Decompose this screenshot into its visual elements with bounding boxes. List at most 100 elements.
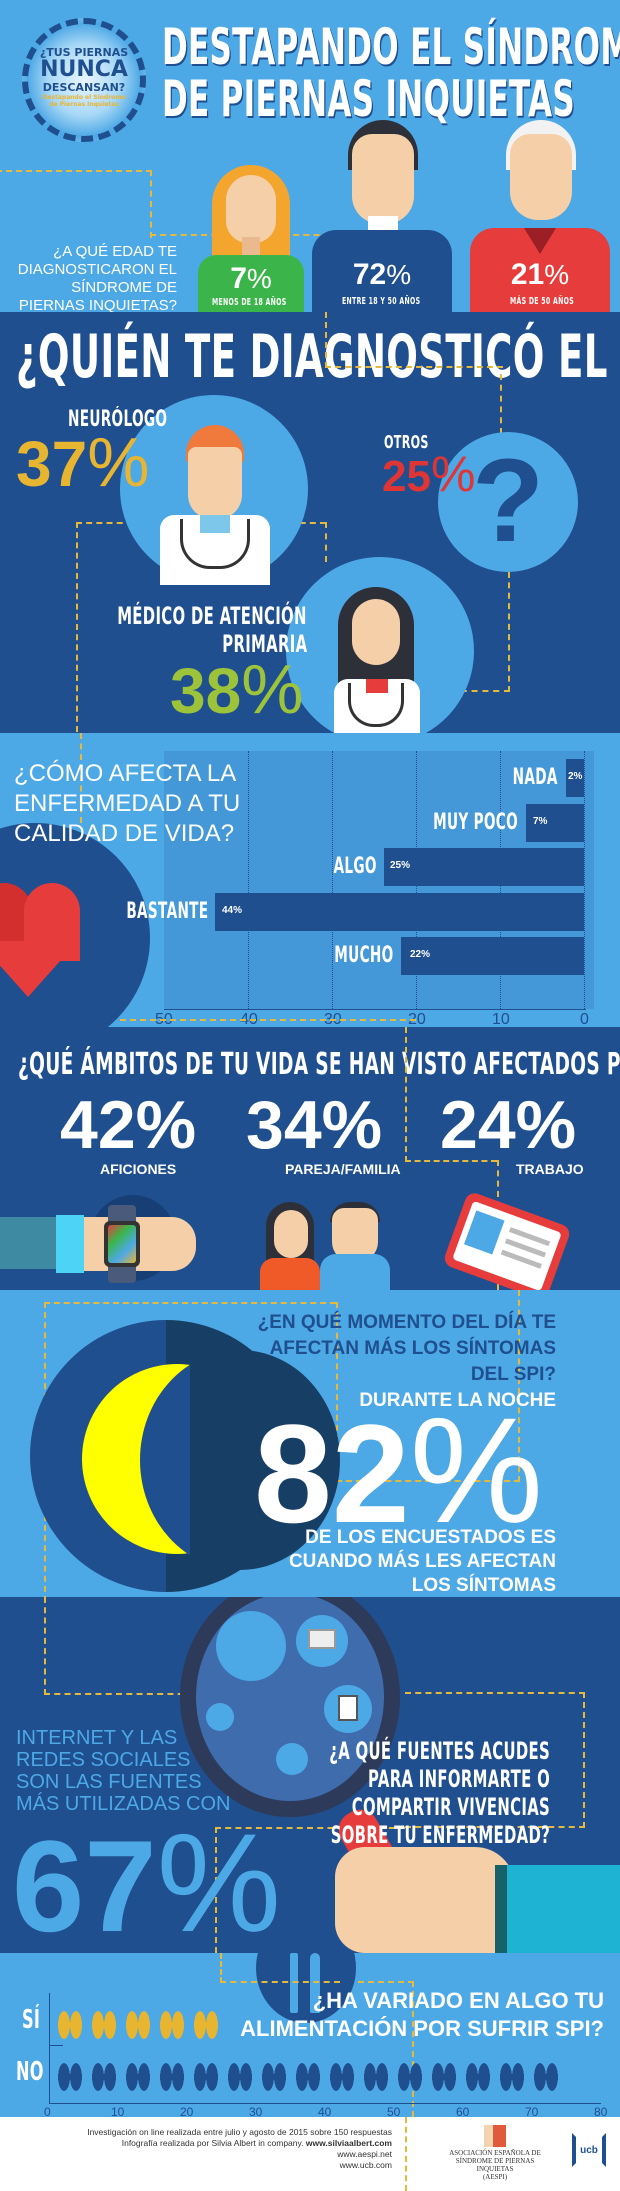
footprint-icon — [328, 2055, 356, 2091]
aespi-link[interactable]: www.aespi.net — [337, 2149, 392, 2159]
heart-icon — [0, 883, 80, 997]
main-title-line1: DESTAPANDO EL SÍNDROME — [162, 18, 620, 76]
x-tick: 10 — [111, 2105, 125, 2117]
face-icon — [226, 175, 276, 243]
dashed-path — [358, 1981, 414, 1983]
food-section: ¿HA VARIADO EN ALGO TU ALIMENTACIÓN POR … — [0, 1953, 620, 2117]
silviaalbert-link[interactable]: www.silviaalbert.com — [305, 2138, 392, 2148]
dashed-path — [412, 1981, 414, 2117]
dashed-path — [220, 1953, 340, 1983]
footprint-icon — [294, 2055, 322, 2091]
area-hobbies-label: AFICIONES — [100, 1161, 177, 1177]
bar-label: NADA — [512, 765, 558, 790]
dashed-path — [500, 374, 502, 434]
time-question: ¿EN QUÉ MOMENTO DEL DÍA TE AFECTAN MÁS L… — [257, 1312, 556, 1385]
footprint-icon — [532, 2055, 560, 2091]
dashed-path — [80, 733, 82, 823]
dashed-path — [405, 1160, 497, 1162]
dashed-path — [405, 2117, 407, 2191]
footprint-icon — [158, 2003, 186, 2039]
chat-icon — [206, 1703, 234, 1731]
under-18-label: MENOS DE 18 AÑOS — [212, 297, 287, 308]
diagnosis-section: ¿QUIÉN TE DIAGNOSTICÓ EL SPI? NEURÓLOGO … — [0, 312, 620, 733]
bar-label: MUCHO — [334, 943, 394, 968]
footprint-icon — [396, 2055, 424, 2091]
footer: Investigación on line realizada entre ju… — [0, 2117, 620, 2191]
area-family-value: 34% — [246, 1087, 383, 1163]
question-mark-icon: ? — [471, 435, 545, 567]
bar-value: 7% — [533, 816, 548, 827]
heart-circle — [0, 823, 150, 1027]
ucb-link[interactable]: www.ucb.com — [339, 2160, 392, 2170]
footprint-icon — [56, 2055, 84, 2091]
area-hobbies-value: 42% — [60, 1087, 197, 1163]
bar-muy-poco — [526, 804, 584, 842]
x-tick: 10 — [492, 1011, 510, 1027]
area-work-label: TRABAJO — [516, 1161, 584, 1177]
areas-title: ¿QUÉ ÁMBITOS DE TU VIDA SE HAN VISTO AFE… — [18, 1047, 620, 1082]
stethoscope-icon — [180, 519, 250, 569]
dashed-path — [405, 1692, 585, 1828]
primary-care-label-2: PRIMARIA — [221, 630, 307, 658]
moon-circle — [30, 1320, 340, 1592]
bar-nada — [566, 759, 584, 797]
face-icon — [352, 134, 414, 224]
sources-section: INTERNET Y LAS REDES SOCIALES SON LAS FU… — [0, 1597, 620, 1953]
aespi-logo: ASOCIACIÓN ESPAÑOLA DE SÍNDROME DE PIERN… — [440, 2125, 550, 2181]
bar-algo — [384, 848, 584, 886]
x-axis — [49, 2103, 601, 2104]
footprint-icon — [464, 2055, 492, 2091]
bar-label: ALGO — [333, 854, 377, 879]
logo-badge: ¿TUS PIERNAS NUNCA DESCANSAN? Destapando… — [22, 18, 146, 142]
dashed-path — [120, 1019, 416, 1021]
dashed-path — [518, 1290, 520, 1482]
logo-sub1: Destapando el Síndrome — [42, 94, 126, 101]
dashed-path — [405, 1027, 407, 1162]
neurologist-label: NEURÓLOGO — [68, 407, 168, 432]
time-caption: DE LOS ENCUESTADOS ES CUANDO MÁS LES AFE… — [288, 1527, 556, 1596]
y-axis — [49, 1993, 50, 2103]
footprint-icon — [192, 2003, 220, 2039]
x-tick: 70 — [525, 2105, 539, 2117]
header-section: ¿TUS PIERNAS NUNCA DESCANSAN? Destapando… — [0, 0, 620, 312]
logo-line3: DESCANSAN? — [42, 81, 126, 94]
couple-icon — [260, 1202, 410, 1290]
others-value: 25% — [382, 446, 476, 502]
footprint-icon — [90, 2003, 118, 2039]
footprint-icon — [362, 2055, 390, 2091]
primary-care-circle — [286, 557, 474, 733]
dashed-path — [450, 572, 510, 692]
document-icon — [324, 1685, 372, 1733]
sources-statement: INTERNET Y LAS REDES SOCIALES SON LAS FU… — [16, 1727, 231, 1815]
person-over-50: 21% MÁS DE 50 AÑOS — [470, 120, 610, 312]
logo-sub2: de Piernas Inquietas — [49, 101, 119, 108]
quality-question: ¿CÓMO AFECTA LA ENFERMEDAD A TU CALIDAD … — [14, 760, 241, 847]
no-footprints — [56, 2055, 560, 2091]
doctor-icon — [276, 1743, 308, 1775]
time-answer: DURANTE LA NOCHE — [359, 1390, 556, 1411]
bar-value: 44% — [222, 905, 243, 916]
neurologist-circle — [120, 395, 308, 585]
footprint-icon — [158, 2055, 186, 2091]
night-percentage: 82% — [254, 1386, 544, 1554]
logo-line2: NUNCA — [40, 57, 128, 82]
face-icon — [188, 447, 242, 519]
others-label: OTROS — [384, 432, 429, 453]
dashed-path — [336, 1480, 520, 1482]
footprint-icon — [430, 2055, 458, 2091]
dashed-path — [336, 1302, 338, 1482]
bar-bastante — [215, 893, 584, 931]
ucb-logo: ucb — [572, 2133, 606, 2167]
food-question: ¿HA VARIADO EN ALGO TU ALIMENTACIÓN POR … — [240, 1988, 604, 2041]
watch-icon — [0, 1187, 200, 1287]
group-icon — [216, 1611, 286, 1681]
face-icon — [510, 134, 572, 220]
fork-icon — [290, 1953, 298, 2013]
x-tick: 0 — [580, 1011, 589, 1027]
dashed-path — [325, 312, 503, 368]
hand-icon — [335, 1847, 515, 1953]
footprint-icon — [124, 2003, 152, 2039]
dashed-path — [215, 1827, 217, 1953]
x-tick: 0 — [44, 2105, 51, 2117]
bar-value: 22% — [410, 949, 431, 960]
